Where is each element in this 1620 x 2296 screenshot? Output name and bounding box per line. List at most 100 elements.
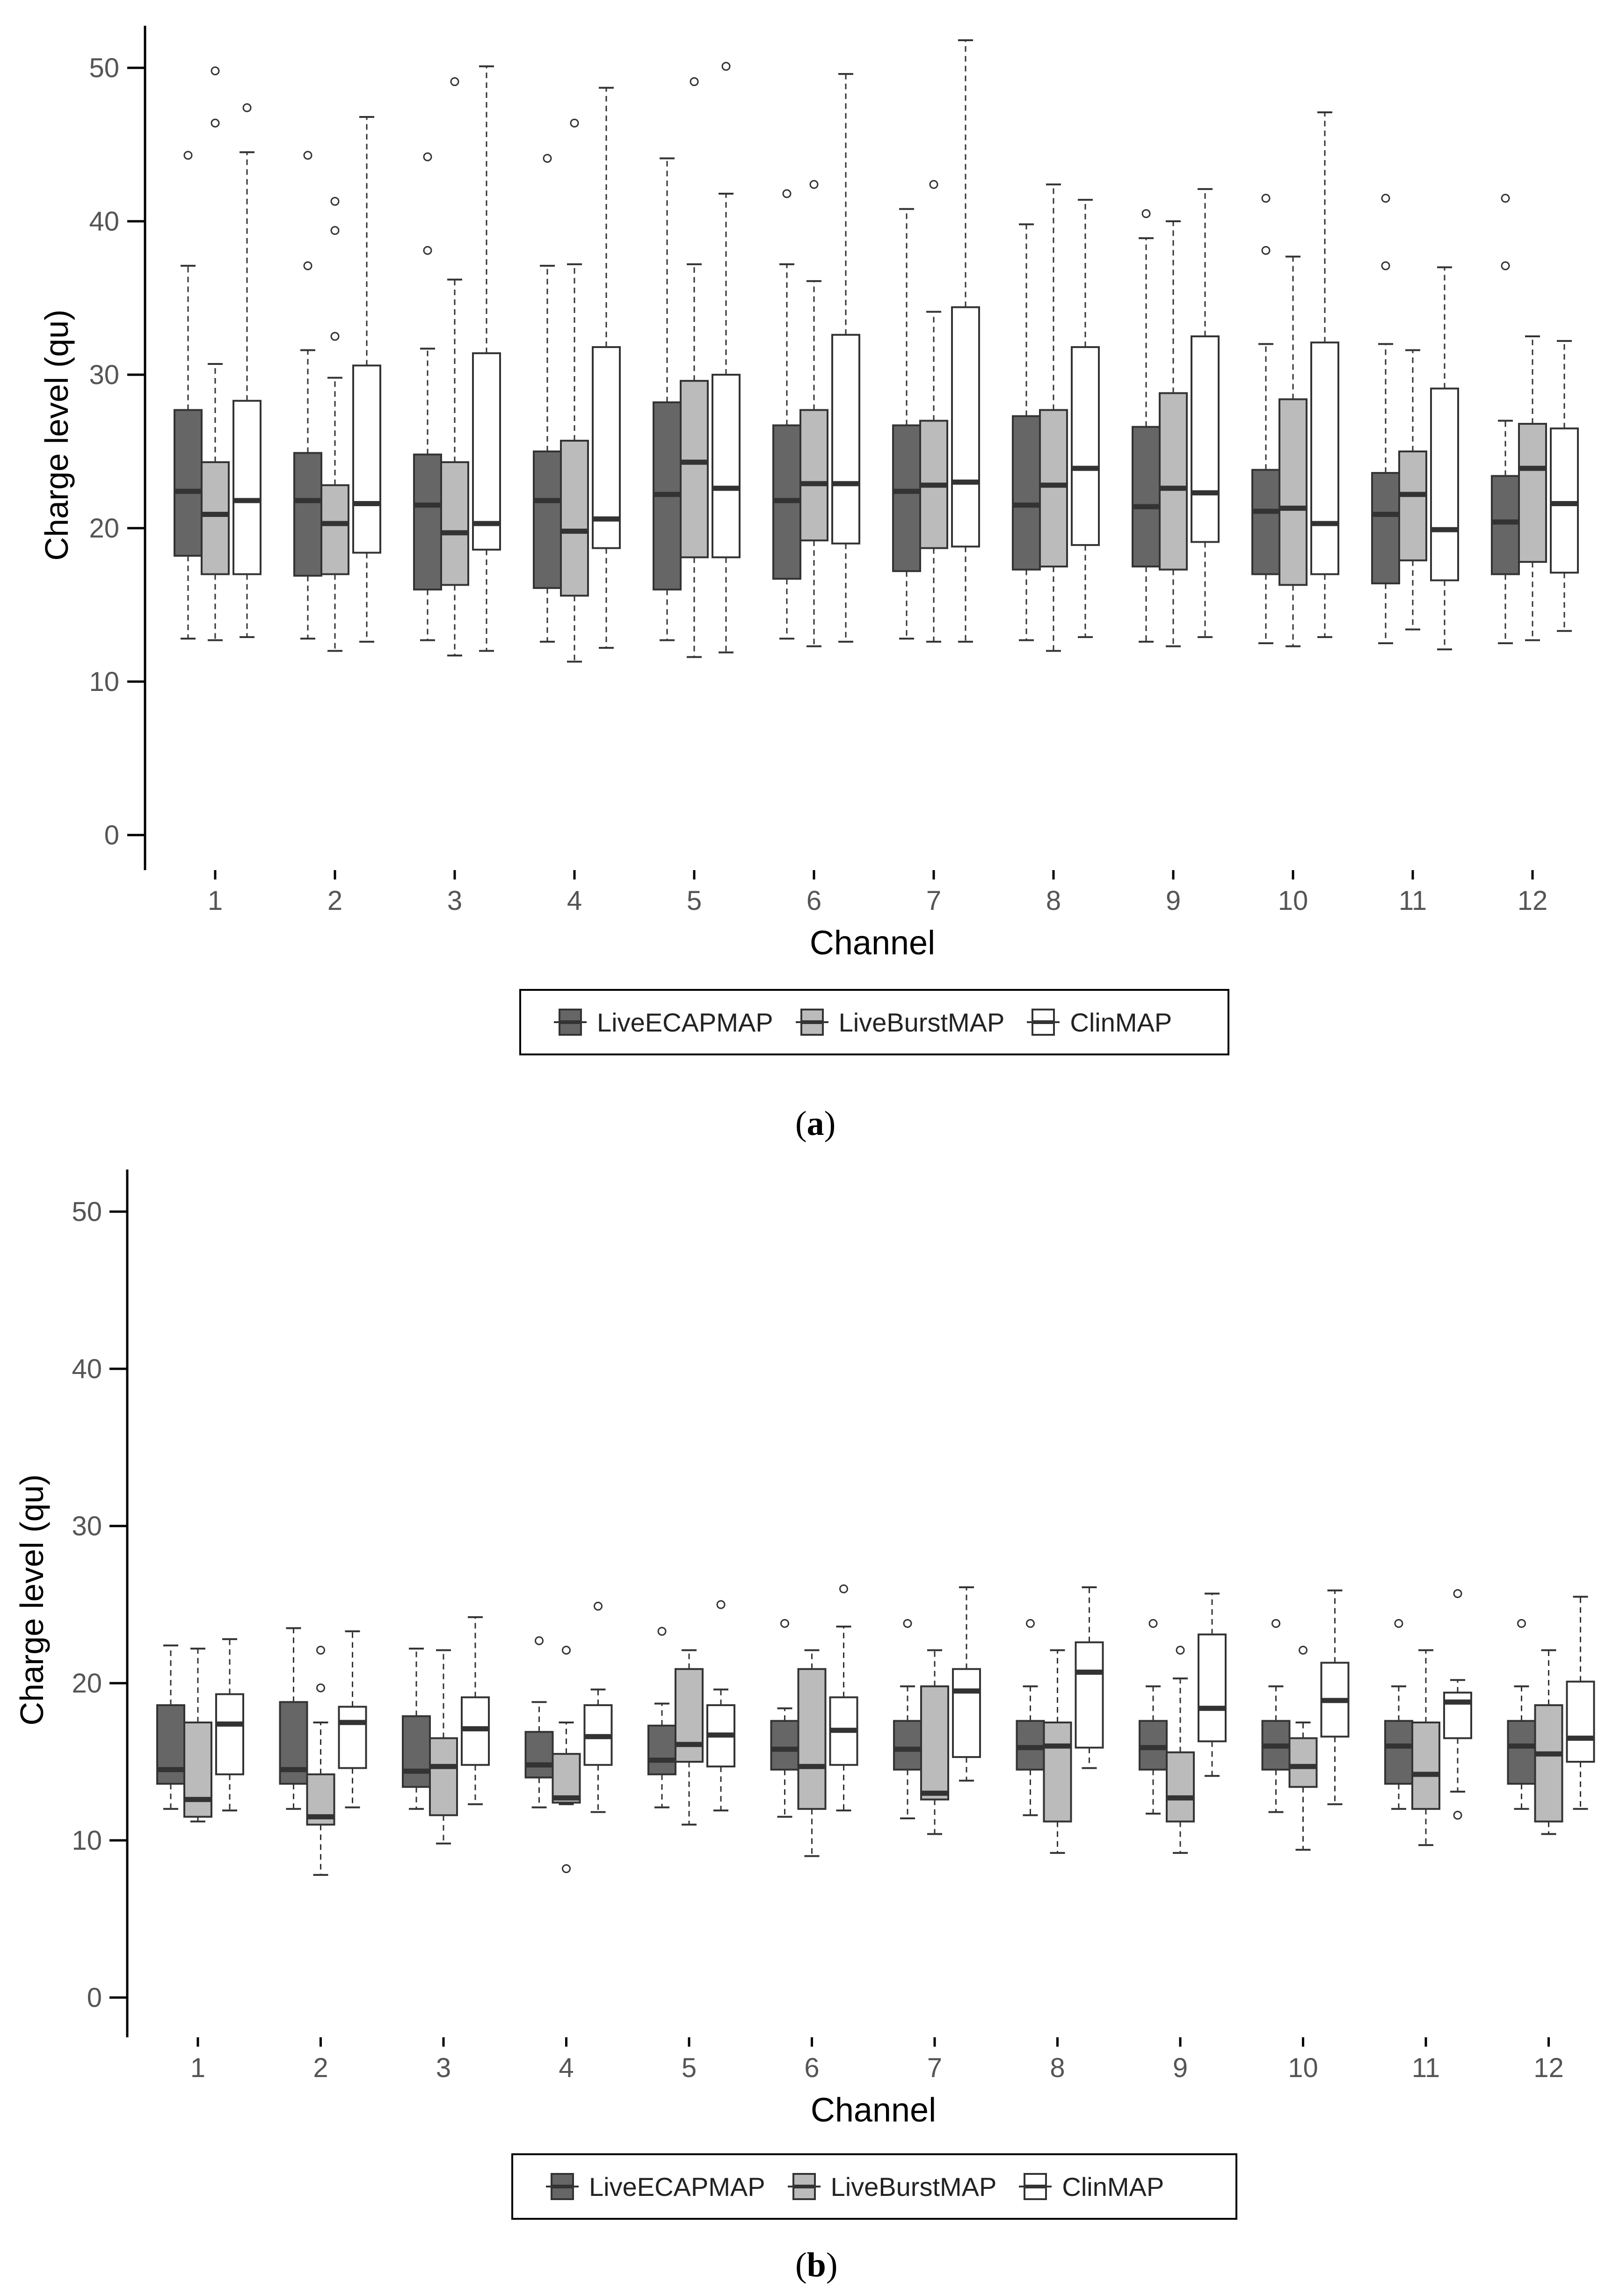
iqr-box [1507, 1720, 1536, 1785]
iqr-box [1518, 422, 1547, 563]
outlier-point [929, 180, 938, 189]
iqr-box [1491, 475, 1520, 575]
iqr-box [893, 1720, 922, 1771]
box-clinmap-ch7 [951, 39, 980, 643]
box-clinmap-ch7 [952, 1586, 981, 1782]
box-liveecapmap-ch10 [1251, 194, 1280, 644]
iqr-box [1012, 415, 1041, 571]
iqr-box [592, 346, 621, 549]
outlier-point [423, 246, 432, 255]
box-liveburstmap-ch9 [1159, 220, 1188, 647]
box-liveecapmap-ch2 [293, 151, 322, 640]
outlier-point [1176, 1645, 1185, 1655]
legend-label-liveburstmap: LiveBurstMAP [838, 1007, 1005, 1037]
iqr-box [952, 1668, 981, 1758]
iqr-box [920, 1685, 949, 1801]
iqr-box [770, 1720, 799, 1771]
outlier-point [316, 1645, 325, 1655]
outlier-point [721, 62, 731, 71]
outlier-point [1453, 1810, 1462, 1820]
iqr-box [1384, 1720, 1413, 1785]
box-clinmap-ch9 [1198, 1592, 1227, 1777]
outlier-point [330, 196, 340, 206]
x-tick-label-3: 3 [436, 2053, 451, 2083]
iqr-box [797, 1668, 827, 1810]
legend-label-clinmap: ClinMAP [1070, 1007, 1172, 1037]
legend-item-liveburstmap: LiveBurstMAP [795, 1007, 1005, 1038]
iqr-box [183, 1722, 212, 1818]
x-axis-title: Channel [811, 2092, 936, 2129]
box-liveburstmap-ch5 [675, 1649, 704, 1826]
box-liveecapmap-ch4 [533, 154, 562, 643]
box-liveburstmap-ch7 [919, 180, 948, 643]
outlier-point [303, 261, 312, 270]
box-liveecapmap-ch8 [1012, 223, 1041, 641]
box-liveecapmap-ch6 [772, 189, 801, 640]
x-tick-label-1: 1 [190, 2053, 205, 2083]
box-liveecapmap-ch11 [1384, 1619, 1413, 1810]
iqr-box [1398, 450, 1427, 561]
x-tick-label-9: 9 [1173, 2053, 1188, 2083]
box-liveburstmap-ch5 [680, 77, 709, 658]
outlier-point [1271, 1619, 1280, 1628]
box-liveburstmap-ch2 [306, 1645, 335, 1876]
iqr-box [352, 364, 381, 554]
box-clinmap-ch6 [829, 1584, 858, 1812]
box-liveecapmap-ch12 [1491, 194, 1520, 644]
iqr-box [892, 424, 921, 572]
iqr-box [1279, 398, 1308, 586]
legend-key-liveecapmap-b [546, 2173, 579, 2200]
box-liveburstmap-ch6 [797, 1649, 827, 1857]
y-axis-title: Charge level (qu) [14, 1475, 50, 1726]
y-tick-label-50: 50 [72, 1197, 102, 1227]
outlier-point [1026, 1619, 1035, 1628]
box-liveburstmap-ch4 [552, 1645, 581, 1873]
box-clinmap-ch3 [461, 1616, 490, 1805]
box-liveburstmap-ch6 [799, 180, 828, 647]
outlier-point [716, 1600, 726, 1609]
box-clinmap-ch8 [1075, 1586, 1104, 1769]
box-liveburstmap-ch3 [429, 1649, 458, 1845]
x-tick-label-5: 5 [687, 886, 702, 916]
legend-item-liveecapmap: LiveECAPMAP [554, 1007, 773, 1038]
iqr-box [647, 1724, 676, 1775]
x-tick-label-4: 4 [559, 2053, 574, 2083]
x-tick-label-12: 12 [1518, 886, 1548, 916]
iqr-box [1550, 427, 1579, 574]
x-tick-label-11: 11 [1412, 2053, 1440, 2083]
iqr-box [1166, 1751, 1195, 1823]
legend-panel-a: LiveECAPMAP LiveBurstMAP ClinMAP [519, 989, 1229, 1055]
box-liveecapmap-ch3 [413, 152, 442, 641]
iqr-box [552, 1753, 581, 1804]
legend-key-liveecapmap [554, 1009, 587, 1036]
x-tick-label-7: 7 [926, 886, 941, 916]
iqr-box [1043, 1722, 1072, 1823]
x-tick-label-10: 10 [1288, 2053, 1318, 2083]
y-tick-label-30: 30 [89, 360, 119, 390]
y-tick-label-30: 30 [72, 1511, 102, 1541]
iqr-box [1371, 472, 1400, 585]
legend-key-liveburstmap [795, 1009, 828, 1036]
box-clinmap-ch4 [583, 1601, 613, 1813]
outlier-point [594, 1601, 603, 1611]
outlier-point [780, 1619, 789, 1628]
box-liveburstmap-ch10 [1288, 1645, 1318, 1851]
x-tick-label-8: 8 [1046, 886, 1061, 916]
iqr-box [1159, 392, 1188, 571]
outlier-point [183, 151, 193, 160]
x-tick-label-6: 6 [806, 886, 821, 916]
iqr-box [429, 1737, 458, 1816]
iqr-box [675, 1668, 704, 1763]
box-liveecapmap-ch12 [1507, 1619, 1536, 1810]
legend-item-clinmap: ClinMAP [1027, 1007, 1172, 1038]
iqr-box [1310, 341, 1339, 575]
box-clinmap-ch6 [831, 73, 860, 643]
iqr-box [1132, 426, 1161, 568]
x-tick-label-6: 6 [804, 2053, 819, 2083]
box-liveburstmap-ch11 [1398, 349, 1427, 631]
box-liveburstmap-ch8 [1039, 183, 1068, 652]
outlier-point [303, 151, 312, 160]
x-tick-label-5: 5 [682, 2053, 697, 2083]
outlier-point [657, 1627, 667, 1636]
